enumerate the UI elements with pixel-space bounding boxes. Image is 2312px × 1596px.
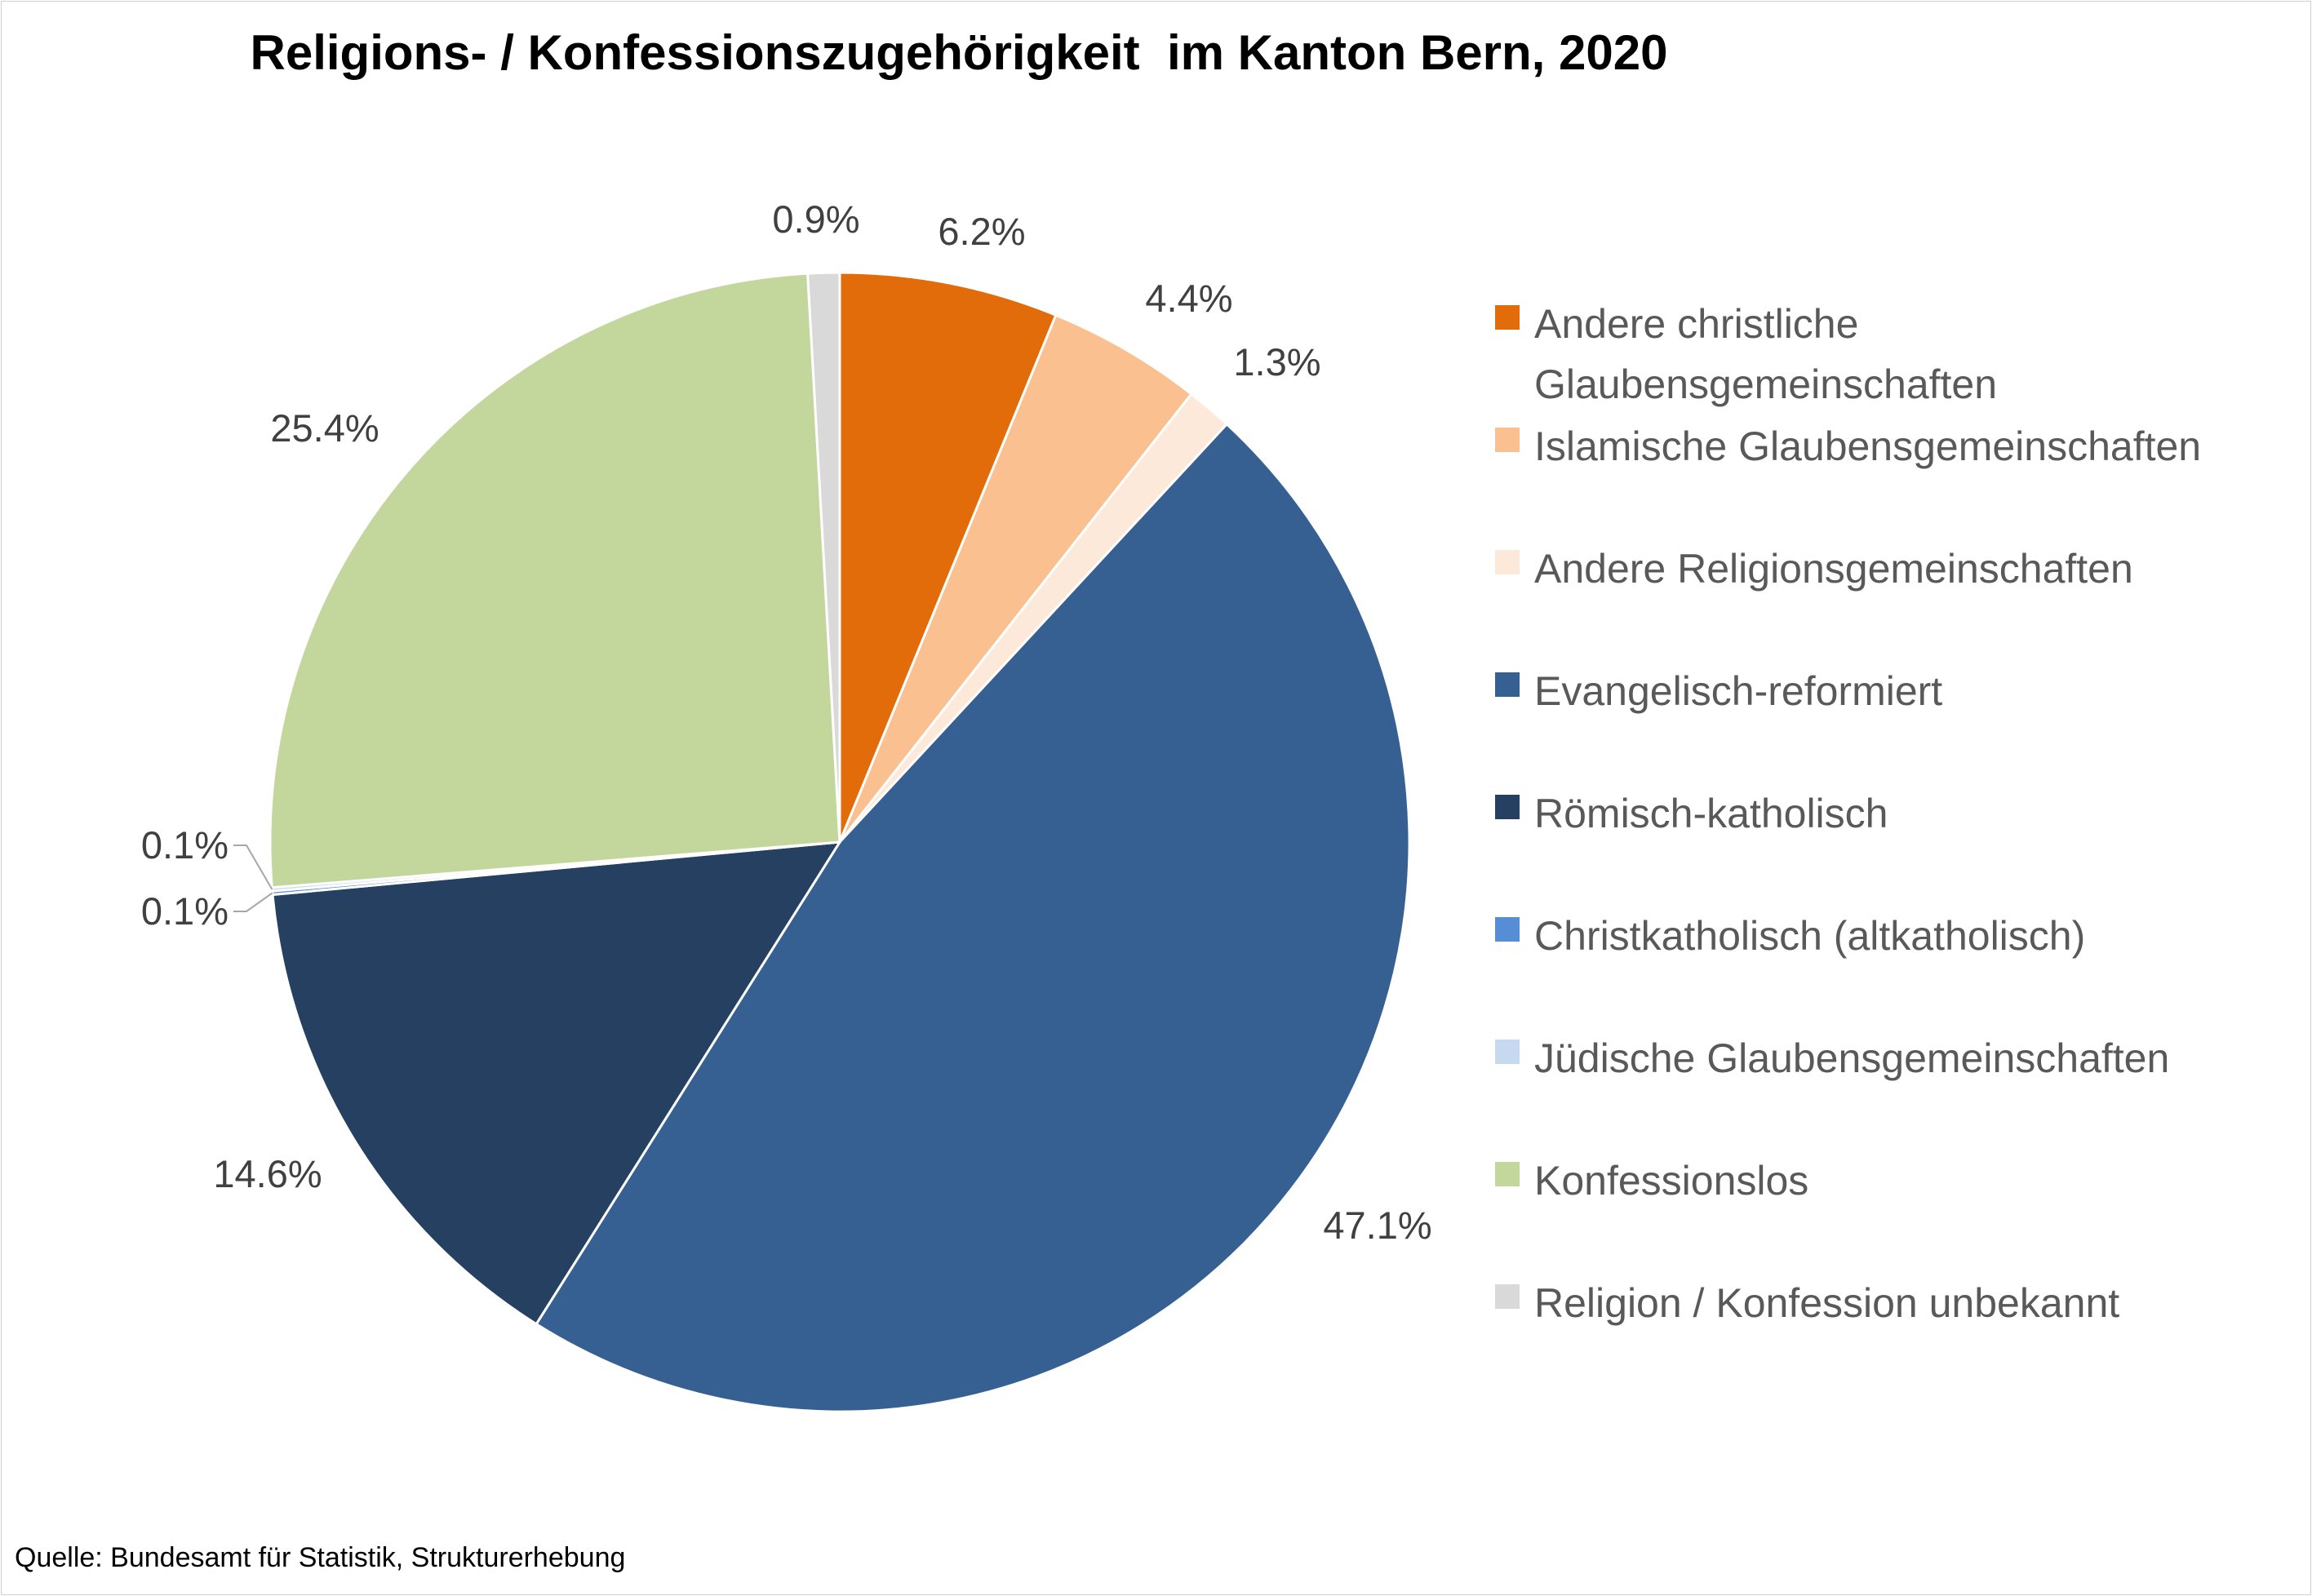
chart-title: Religions- / Konfessionszugehörigkeit im… (250, 25, 1668, 80)
source-note: Quelle: Bundesamt für Statistik, Struktu… (15, 1542, 626, 1573)
legend-swatch (1495, 672, 1520, 697)
data-label-2: 4.4% (1145, 277, 1232, 320)
data-label-5: 14.6% (213, 1152, 322, 1195)
legend-label: Islamische Glaubensgemeinschaften (1534, 423, 2202, 469)
legend-label: Andere Religionsgemeinschaften (1534, 546, 2133, 592)
leader-lines (233, 845, 273, 912)
pie-slice-9 (806, 271, 841, 843)
leader-line-7 (233, 845, 273, 890)
pie-slice-5 (271, 840, 842, 1326)
legend-swatch (1495, 428, 1520, 452)
data-labels: 6.2% 4.4%1.3% 47.1% 14.6% 0.1% 0.1% 25.4% 0.9% (141, 197, 1432, 1247)
pie-slice-4 (535, 422, 1411, 1413)
data-label-7: 0.1% (141, 823, 229, 867)
legend-swatch (1495, 917, 1520, 942)
data-label-4: 47.1% (1323, 1204, 1431, 1247)
legend-label: Konfessionslos (1534, 1158, 1809, 1204)
legend-label: Evangelisch-reformiert (1534, 668, 1943, 714)
legend-label: Christkatholisch (altkatholisch) (1534, 913, 2086, 959)
legend-swatch (1495, 1284, 1520, 1309)
leader-line-6 (233, 892, 273, 912)
pie-slice-2 (838, 313, 1194, 843)
legend-swatch (1495, 1040, 1520, 1064)
data-label-3: 1.3% (1233, 340, 1320, 383)
legend-swatch (1495, 305, 1520, 330)
legend-label: Religion / Konfession unbekannt (1534, 1280, 2120, 1326)
legend-label: Jüdische Glaubensgemeinschaften (1534, 1035, 2170, 1081)
pie-slices (268, 271, 1411, 1413)
legend-label: Römisch-katholisch (1534, 791, 1888, 836)
legend-label: Andere christliche Glaubensgemeinschafte… (1534, 301, 1998, 407)
data-label-9: 0.9% (772, 197, 859, 241)
data-label-6: 0.1% (141, 889, 229, 933)
pie-slice-8 (268, 272, 841, 889)
data-label-8: 25.4% (270, 406, 379, 450)
legend-swatch (1495, 550, 1520, 574)
legend-swatch (1495, 1162, 1520, 1186)
legend-swatch (1495, 795, 1520, 819)
data-label-1: 6.2% (938, 210, 1025, 253)
pie-slice-1 (838, 271, 1058, 843)
